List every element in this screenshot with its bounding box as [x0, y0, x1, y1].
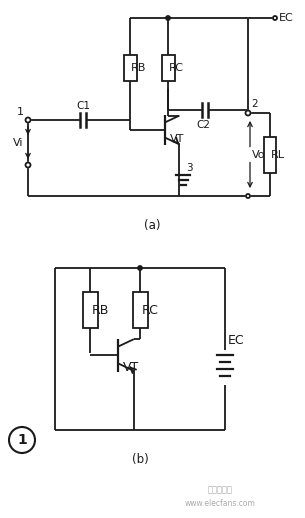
Bar	[124, 55, 137, 81]
Text: www.elecfans.com: www.elecfans.com	[185, 498, 256, 508]
Text: C2: C2	[196, 120, 210, 130]
Text: RC: RC	[142, 304, 159, 316]
Bar	[132, 292, 148, 328]
Text: EC: EC	[228, 334, 245, 347]
Text: VT: VT	[123, 361, 139, 374]
Circle shape	[138, 266, 142, 270]
Circle shape	[246, 110, 250, 116]
Bar	[264, 137, 276, 172]
Text: C1: C1	[76, 101, 90, 111]
Text: Vi: Vi	[13, 137, 23, 148]
Circle shape	[166, 16, 170, 20]
Text: RL: RL	[271, 150, 285, 160]
Text: EC: EC	[279, 13, 294, 23]
Bar	[82, 292, 98, 328]
Text: VT: VT	[170, 134, 185, 144]
Circle shape	[273, 16, 277, 20]
Text: (a): (a)	[144, 219, 160, 232]
Text: 3: 3	[186, 163, 193, 173]
Text: 2: 2	[251, 99, 258, 109]
Text: RC: RC	[169, 63, 184, 73]
Text: RB: RB	[92, 304, 109, 316]
Text: 1: 1	[17, 433, 27, 447]
Circle shape	[26, 163, 30, 167]
Circle shape	[246, 194, 250, 198]
Text: (b): (b)	[132, 453, 148, 467]
Text: RB: RB	[131, 63, 146, 73]
Bar	[162, 55, 174, 81]
Circle shape	[26, 118, 30, 122]
Text: Vo: Vo	[252, 150, 265, 160]
Text: 电子发烧友: 电子发烧友	[207, 485, 232, 495]
Text: 1: 1	[17, 107, 24, 117]
